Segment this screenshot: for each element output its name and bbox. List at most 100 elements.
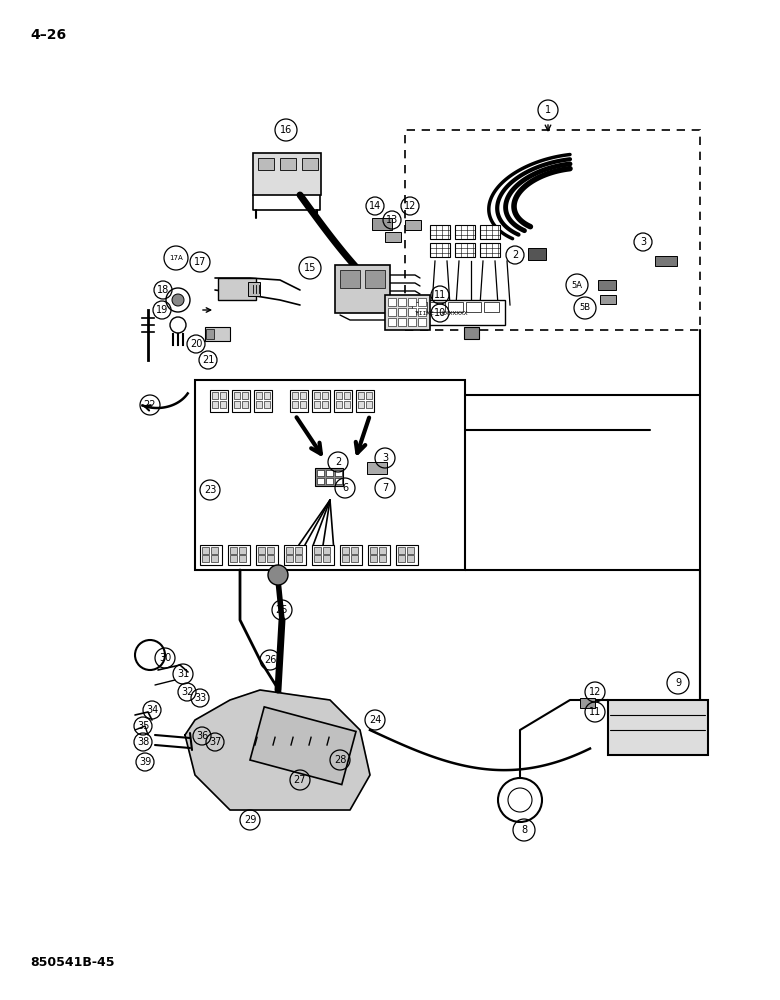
Bar [302,158,318,170]
Bar [370,555,377,562]
Text: 35: 35 [136,721,149,731]
Bar [365,270,385,288]
Bar [407,547,414,554]
Text: 14: 14 [369,201,381,211]
Bar [200,545,222,565]
Bar [322,401,328,408]
Text: 4–26: 4–26 [30,28,66,42]
Bar [368,545,390,565]
Bar [290,390,308,412]
Bar [370,547,377,554]
Bar [335,265,390,313]
Text: 15: 15 [304,263,316,273]
Bar [264,392,270,399]
Bar [267,547,274,554]
Bar [239,547,246,554]
Bar [344,401,350,408]
Bar [234,392,240,399]
Bar [220,392,226,399]
Bar [230,547,237,554]
Bar [484,302,499,312]
Bar [212,392,218,399]
Text: 38: 38 [136,737,149,747]
Bar [242,401,248,408]
Bar [210,390,228,412]
Circle shape [268,565,288,585]
Bar [312,390,330,412]
Bar [280,158,296,170]
Text: 36: 36 [196,731,208,741]
Bar [430,302,445,312]
Bar [202,555,209,562]
Bar [220,401,226,408]
Bar [408,298,416,306]
Bar [418,308,426,316]
Text: 12: 12 [404,201,417,211]
Bar [388,308,396,316]
Bar [312,545,334,565]
Bar [211,547,218,554]
Bar [344,392,350,399]
Bar [314,547,321,554]
Bar [358,392,364,399]
Text: 5A: 5A [572,280,583,290]
Bar [253,153,321,195]
Text: 27: 27 [294,775,307,785]
Bar [239,555,246,562]
Bar [351,547,358,554]
Bar [405,130,700,330]
Bar [284,545,306,565]
Bar [230,555,237,562]
Bar [195,380,465,570]
Text: 26: 26 [264,655,276,665]
Bar [267,555,274,562]
Bar [256,392,262,399]
Text: 25: 25 [276,605,289,615]
Bar [315,468,343,486]
Bar [314,555,321,562]
Bar [314,392,320,399]
Text: 22: 22 [144,400,156,410]
Bar [608,700,708,755]
Text: 23: 23 [204,485,216,495]
Text: 11: 11 [589,707,601,717]
Bar [366,401,372,408]
Bar [286,547,293,554]
Bar [322,392,328,399]
Bar [205,327,230,341]
Bar [242,392,248,399]
Text: 24: 24 [369,715,381,725]
Bar [323,547,330,554]
Bar [342,555,349,562]
Bar [295,555,302,562]
Bar [334,390,352,412]
Bar [340,270,360,288]
Bar [448,302,463,312]
Bar [326,478,333,484]
Bar [430,243,450,257]
Bar [396,545,418,565]
Bar [295,547,302,554]
Bar [466,302,481,312]
Bar [410,300,505,325]
Bar [398,308,406,316]
Bar [258,158,274,170]
Bar [258,547,265,554]
Bar [254,390,272,412]
Bar [336,392,342,399]
Bar [323,555,330,562]
Bar [412,302,427,312]
Bar [211,555,218,562]
Text: 20: 20 [190,339,202,349]
Bar [234,401,240,408]
Bar [385,232,401,242]
Bar [379,547,386,554]
Bar [202,547,209,554]
Text: 32: 32 [181,687,193,697]
Text: 33: 33 [194,693,206,703]
Text: 12: 12 [589,687,601,697]
Bar [286,555,293,562]
Text: 34: 34 [146,705,158,715]
Bar [455,225,475,239]
Bar [580,698,595,708]
